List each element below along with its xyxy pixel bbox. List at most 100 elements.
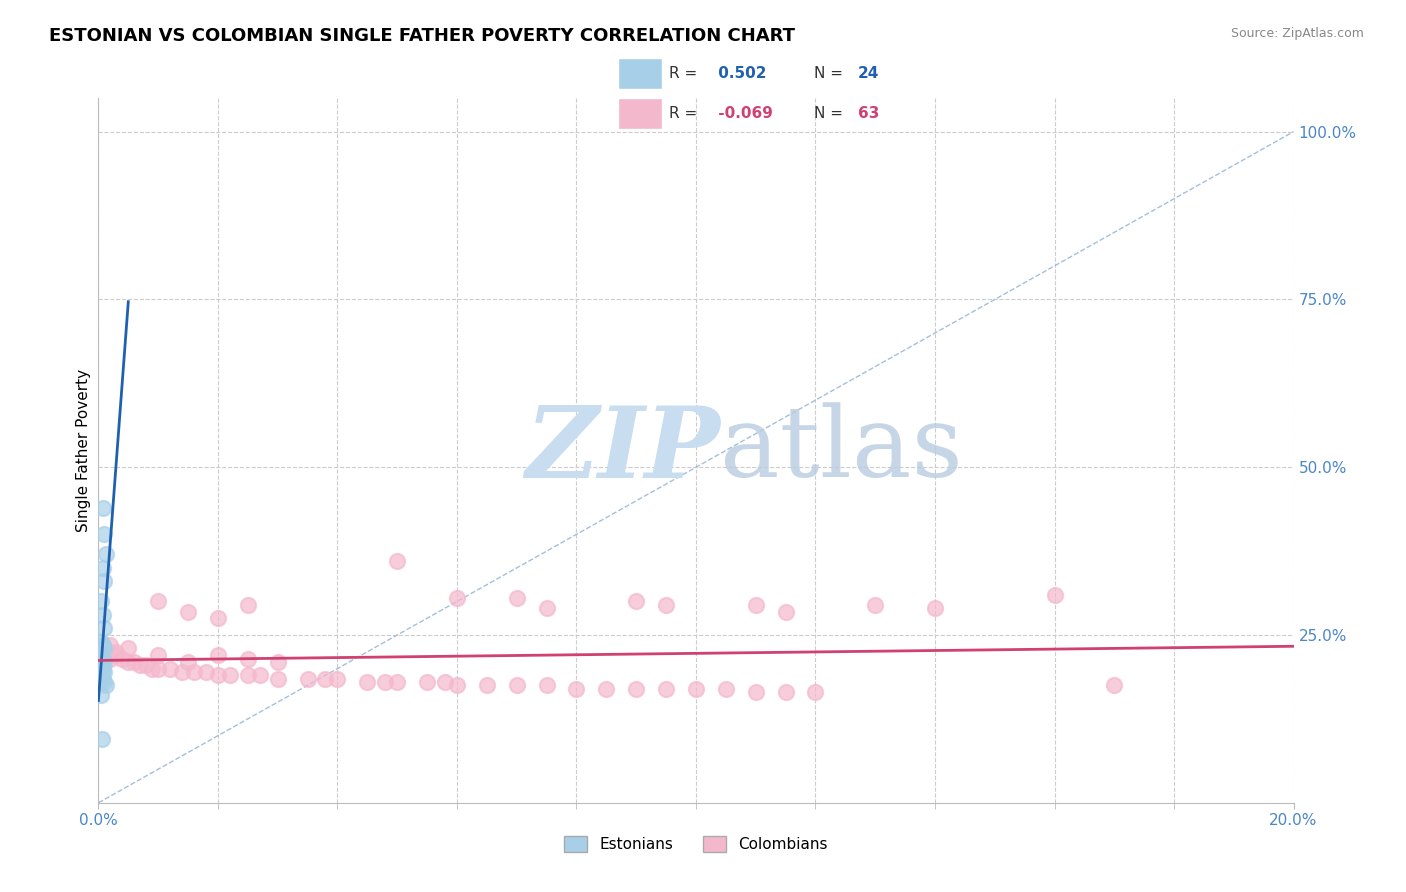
Point (626, 681, 648, 696)
Point (434, 675, 457, 690)
Point (93, 655, 115, 669)
Point (105, 648, 128, 662)
Point (89, 668, 111, 682)
Point (207, 611, 229, 625)
Text: R =: R = (669, 66, 697, 80)
Point (135, 658, 157, 673)
Point (117, 655, 139, 669)
Point (267, 655, 290, 669)
Point (90, 672, 112, 686)
Point (91, 607, 114, 622)
Point (924, 601, 946, 615)
Point (207, 668, 229, 682)
Point (105, 645, 128, 659)
Point (90, 689, 112, 703)
Point (148, 662, 170, 676)
Point (506, 678, 529, 692)
Point (236, 598, 259, 612)
Point (91, 638, 114, 652)
Text: ZIP: ZIP (524, 402, 720, 499)
Point (93, 621, 115, 635)
Point (111, 651, 134, 665)
Point (93, 665, 115, 679)
Point (91, 672, 114, 686)
Text: 63: 63 (858, 106, 879, 120)
Point (745, 685, 768, 699)
Point (91, 561, 114, 575)
Point (745, 598, 768, 612)
Text: atlas: atlas (720, 402, 963, 499)
Point (93, 574, 115, 589)
Point (315, 672, 337, 686)
Text: N =: N = (814, 66, 844, 80)
Point (249, 668, 271, 682)
Point (90, 648, 112, 662)
Point (536, 678, 558, 692)
Point (374, 675, 396, 690)
Point (91, 651, 114, 665)
Point (655, 598, 678, 612)
Point (117, 641, 139, 656)
FancyBboxPatch shape (619, 58, 662, 89)
Point (236, 668, 259, 682)
Point (1104, 678, 1126, 692)
Point (804, 685, 827, 699)
Point (685, 681, 707, 696)
Point (172, 665, 194, 679)
Point (865, 598, 887, 612)
Legend: Estonians, Colombians: Estonians, Colombians (558, 830, 834, 859)
Point (148, 594, 170, 608)
Point (1043, 588, 1066, 602)
Point (148, 648, 170, 662)
Point (714, 681, 737, 696)
Point (94, 678, 117, 692)
Text: ESTONIAN VS COLOMBIAN SINGLE FATHER POVERTY CORRELATION CHART: ESTONIAN VS COLOMBIAN SINGLE FATHER POVE… (49, 27, 796, 45)
Point (236, 651, 259, 665)
Point (446, 591, 468, 606)
Point (356, 675, 378, 690)
Point (655, 681, 678, 696)
Point (159, 662, 181, 676)
Text: 0.502: 0.502 (713, 66, 766, 80)
Point (98, 638, 122, 652)
Point (536, 601, 558, 615)
Text: Source: ZipAtlas.com: Source: ZipAtlas.com (1230, 27, 1364, 40)
Point (94, 548, 117, 562)
Point (385, 554, 409, 568)
Point (565, 681, 588, 696)
Point (297, 672, 319, 686)
Point (595, 681, 617, 696)
Point (195, 665, 218, 679)
Point (93, 675, 115, 690)
Point (775, 685, 797, 699)
Point (416, 675, 439, 690)
Point (219, 668, 242, 682)
Point (475, 678, 498, 692)
Point (90, 662, 112, 676)
Point (129, 658, 152, 673)
Point (177, 655, 200, 669)
Point (124, 655, 146, 669)
Point (326, 672, 349, 686)
Point (141, 662, 163, 676)
Point (91, 662, 114, 676)
Text: N =: N = (814, 106, 844, 120)
Text: 24: 24 (858, 66, 879, 80)
FancyBboxPatch shape (619, 98, 662, 129)
Point (93, 527, 115, 541)
Point (506, 591, 529, 606)
Point (90, 594, 112, 608)
Point (183, 665, 205, 679)
Point (91, 732, 114, 747)
Point (385, 675, 409, 690)
Text: R =: R = (669, 106, 697, 120)
Y-axis label: Single Father Poverty: Single Father Poverty (76, 369, 91, 532)
Point (446, 678, 468, 692)
Point (775, 605, 797, 619)
Text: -0.069: -0.069 (713, 106, 773, 120)
Point (207, 648, 229, 662)
Point (91, 500, 114, 515)
Point (93, 641, 115, 656)
Point (90, 634, 112, 648)
Point (267, 672, 290, 686)
